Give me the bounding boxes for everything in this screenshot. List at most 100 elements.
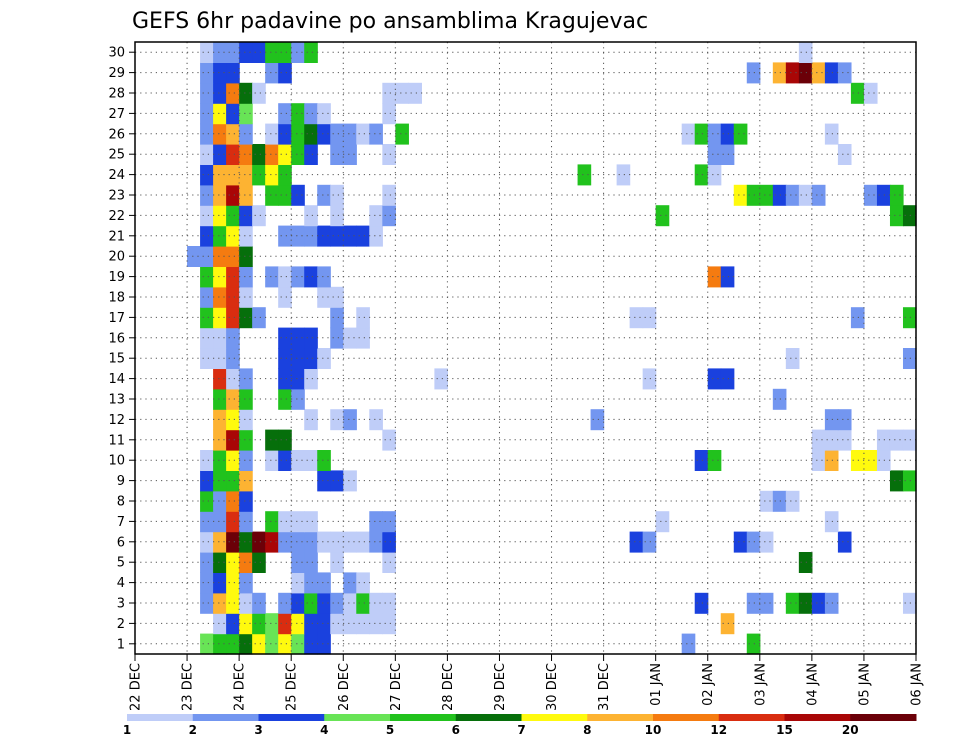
heatmap-cell	[616, 164, 631, 186]
heatmap-cell	[200, 511, 214, 533]
colorbar-label: 7	[517, 723, 525, 737]
y-tick-label: 13	[108, 393, 125, 408]
x-tick-label: 24 DEC	[233, 663, 248, 711]
heatmap-cell	[330, 592, 344, 614]
heatmap-cell	[382, 511, 396, 533]
heatmap-cell	[239, 613, 253, 635]
heatmap-cell	[330, 409, 344, 431]
heatmap-cell	[382, 552, 396, 573]
heatmap-cell	[317, 613, 331, 635]
colorbar-label: 2	[189, 723, 197, 737]
colorbar-label: 4	[320, 723, 328, 737]
heatmap-cell	[304, 552, 318, 573]
heatmap-cell	[382, 205, 396, 227]
heatmap-cell	[330, 552, 344, 573]
heatmap-cell	[252, 592, 266, 614]
x-tick-label: 05 JAN	[857, 663, 872, 706]
heatmap-cell	[317, 470, 331, 492]
heatmap-cell	[876, 184, 891, 206]
heatmap-cell	[369, 592, 383, 614]
heatmap-cell	[291, 450, 305, 471]
heatmap-cell	[213, 205, 227, 227]
heatmap-cell	[798, 62, 813, 84]
heatmap-cell	[278, 327, 292, 349]
heatmap-cell	[707, 144, 722, 165]
plot-frame	[134, 41, 917, 655]
colorbar-label: 1	[123, 723, 131, 737]
heatmap-cell	[239, 429, 253, 451]
y-tick-label: 27	[108, 107, 125, 122]
heatmap-cell	[889, 184, 904, 206]
heatmap-cell	[213, 286, 227, 308]
heatmap-cell	[304, 572, 318, 594]
heatmap-cell	[200, 42, 214, 63]
heatmap-cell	[239, 307, 253, 329]
heatmap-cell	[330, 307, 344, 329]
heatmap-cell	[252, 144, 266, 165]
heatmap-cell	[239, 225, 253, 247]
heatmap-cell	[733, 123, 748, 145]
heatmap-cell	[369, 531, 383, 553]
heatmap-cell	[330, 470, 344, 492]
heatmap-cell	[863, 184, 878, 206]
heatmap-cell	[798, 184, 813, 206]
heatmap-cell	[837, 62, 852, 84]
heatmap-cell	[200, 552, 214, 573]
heatmap-cell	[213, 572, 227, 594]
heatmap-cell	[317, 450, 331, 471]
heatmap-cell	[278, 62, 292, 84]
heatmap-cell	[837, 531, 852, 553]
x-tick-label: 31 DEC	[597, 663, 612, 711]
heatmap-cell	[265, 511, 279, 533]
heatmap-cell	[356, 123, 370, 145]
x-tick-label: 03 JAN	[753, 663, 768, 706]
heatmap-cell	[902, 205, 917, 227]
heatmap-cell	[382, 184, 396, 206]
heatmap-cell	[278, 429, 292, 451]
heatmap-cell	[291, 327, 305, 349]
y-tick-label: 30	[108, 46, 125, 61]
heatmap-cell	[356, 307, 370, 329]
heatmap-cell	[837, 409, 852, 431]
heatmap-cell	[395, 82, 409, 104]
heatmap-cell	[889, 470, 904, 492]
heatmap-cell	[343, 123, 357, 145]
heatmap-cell	[239, 184, 253, 206]
heatmap-cell	[213, 246, 227, 267]
heatmap-cell	[785, 592, 800, 614]
heatmap-cell	[304, 205, 318, 227]
heatmap-cell	[252, 633, 266, 655]
heatmap-cell	[577, 164, 592, 186]
heatmap-cell	[720, 266, 735, 288]
colorbar-swatch	[192, 714, 259, 721]
heatmap-cell	[343, 572, 357, 594]
heatmap-cell	[304, 123, 318, 145]
y-tick-label: 16	[108, 331, 125, 346]
heatmap-cell	[811, 62, 826, 84]
heatmap-cell	[278, 266, 292, 288]
heatmap-cell	[434, 368, 448, 390]
heatmap-cell	[239, 490, 253, 512]
heatmap-cell	[278, 592, 292, 614]
heatmap-cell	[226, 266, 240, 288]
heatmap-cell	[278, 144, 292, 165]
heatmap-cell	[772, 490, 787, 512]
heatmap-cell	[213, 123, 227, 145]
heatmap-cell	[213, 266, 227, 288]
heatmap-cell	[317, 184, 331, 206]
x-tick-label: 01 JAN	[649, 663, 664, 706]
heatmap-cell	[239, 531, 253, 553]
heatmap-cell	[226, 429, 240, 451]
heatmap-cell	[330, 225, 344, 247]
heatmap-cell	[252, 552, 266, 573]
y-tick-label: 24	[108, 168, 125, 183]
heatmap-cell	[382, 103, 396, 125]
heatmap-cell	[239, 266, 253, 288]
heatmap-cell	[200, 164, 214, 186]
heatmap-cell	[382, 429, 396, 451]
heatmap-cell	[824, 511, 839, 533]
heatmap-cell	[213, 592, 227, 614]
heatmap-cell	[291, 266, 305, 288]
heatmap-cell	[317, 225, 331, 247]
heatmap-cell	[902, 429, 917, 451]
